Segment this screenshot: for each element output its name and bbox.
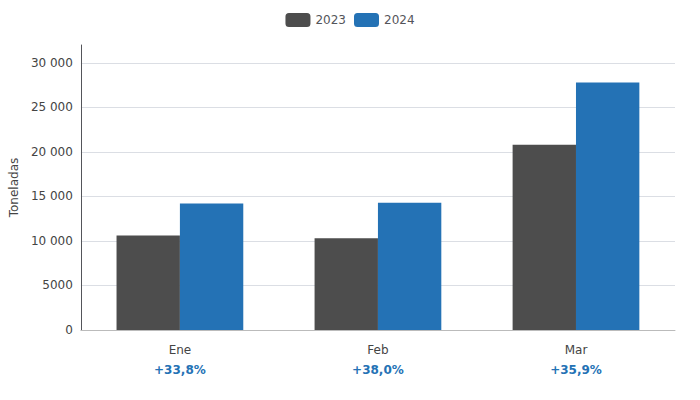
svg-text:30 000: 30 000 (31, 56, 73, 70)
svg-text:15 000: 15 000 (31, 189, 73, 203)
svg-text:+35,9%: +35,9% (550, 363, 602, 377)
svg-text:2023: 2023 (315, 13, 346, 27)
svg-text:Toneladas: Toneladas (7, 158, 21, 219)
svg-text:+38,0%: +38,0% (352, 363, 404, 377)
svg-text:10 000: 10 000 (31, 234, 73, 248)
svg-text:0: 0 (65, 323, 73, 337)
svg-text:2024: 2024 (384, 13, 415, 27)
svg-text:Mar: Mar (565, 343, 588, 357)
svg-text:5000: 5000 (42, 278, 73, 292)
svg-text:+33,8%: +33,8% (154, 363, 206, 377)
svg-text:Ene: Ene (169, 343, 192, 357)
svg-text:Feb: Feb (367, 343, 388, 357)
svg-text:20 000: 20 000 (31, 145, 73, 159)
svg-text:25 000: 25 000 (31, 100, 73, 114)
